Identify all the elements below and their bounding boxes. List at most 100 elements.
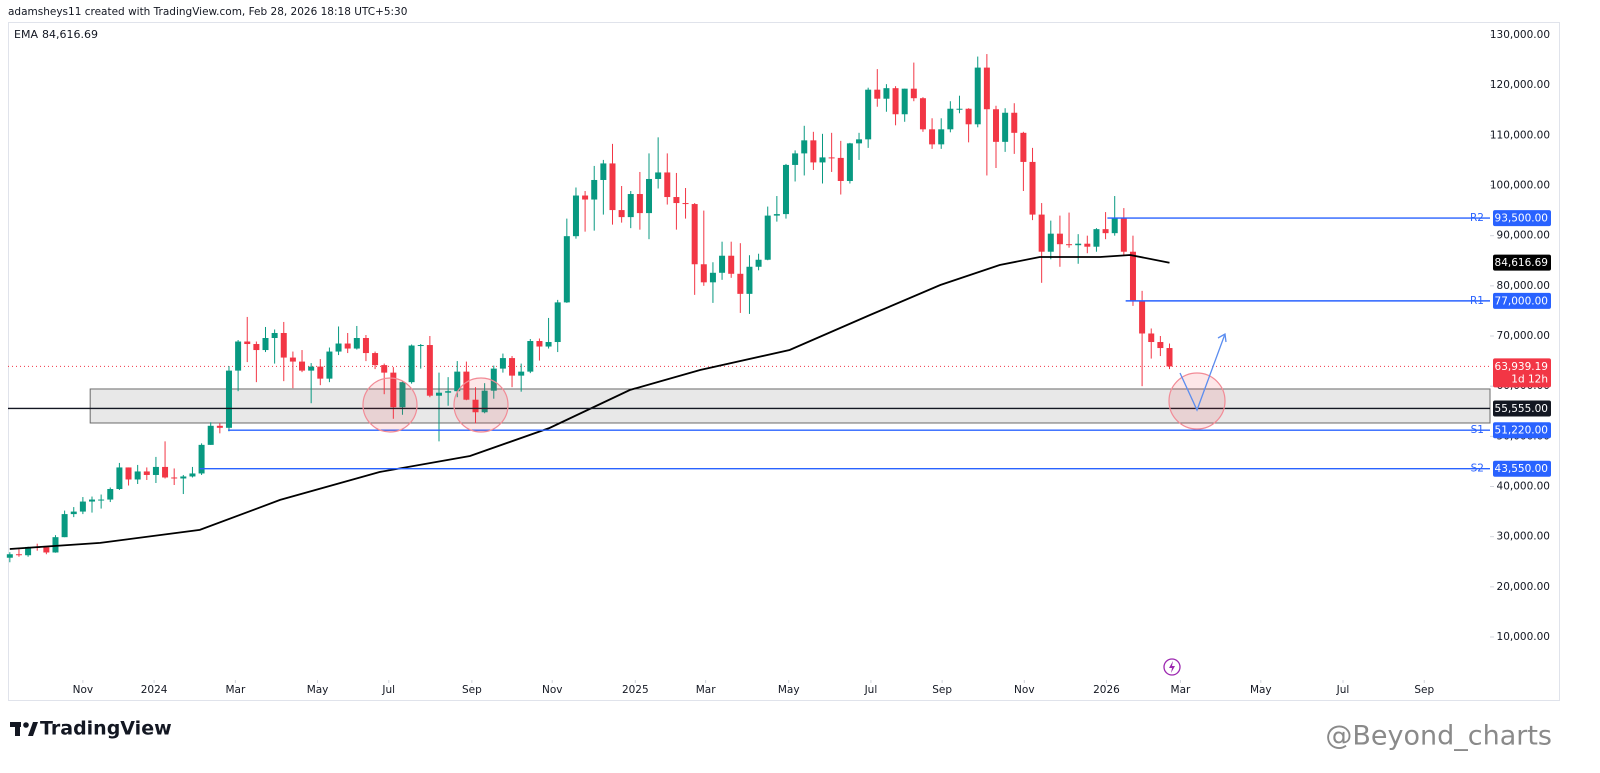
candle bbox=[618, 185, 625, 223]
candle-body bbox=[636, 194, 643, 214]
candle-body bbox=[819, 157, 826, 163]
x-tick-label: Sep bbox=[462, 684, 482, 696]
candle bbox=[116, 462, 123, 491]
annotations bbox=[362, 332, 1227, 676]
candle bbox=[563, 218, 570, 303]
candle bbox=[865, 87, 872, 148]
candle bbox=[929, 118, 936, 149]
candle-body bbox=[445, 391, 452, 393]
candle bbox=[1120, 208, 1127, 256]
candle bbox=[1148, 328, 1155, 359]
candle-body bbox=[52, 537, 59, 553]
candle bbox=[709, 262, 716, 303]
candle-body bbox=[609, 163, 616, 211]
candle bbox=[582, 191, 589, 232]
candle bbox=[627, 191, 634, 229]
event-icon-bolt bbox=[1169, 661, 1175, 673]
candle-body bbox=[764, 215, 771, 260]
x-tick-label: Sep bbox=[1414, 684, 1434, 696]
candle bbox=[353, 325, 360, 350]
candle bbox=[98, 494, 105, 509]
candle-body bbox=[171, 477, 178, 479]
candle-body bbox=[253, 344, 260, 351]
candle-body bbox=[509, 358, 516, 376]
candle-body bbox=[1093, 229, 1100, 247]
candle-body bbox=[828, 157, 835, 159]
level-label-box bbox=[1493, 460, 1551, 477]
candle-body bbox=[25, 546, 32, 556]
candle-body bbox=[1129, 251, 1136, 301]
candle-body bbox=[682, 203, 689, 205]
candle-body bbox=[755, 259, 762, 267]
candle-body bbox=[299, 361, 306, 371]
candle-body bbox=[79, 501, 86, 512]
candle bbox=[125, 467, 132, 486]
last-price-box bbox=[1493, 358, 1551, 388]
candle bbox=[1111, 196, 1118, 236]
candle-body bbox=[308, 366, 315, 371]
candle bbox=[445, 377, 452, 406]
candle-body bbox=[993, 109, 999, 142]
candle-body bbox=[655, 172, 662, 179]
candle-body bbox=[317, 366, 324, 379]
y-tick-label: 40,000.00 bbox=[1497, 481, 1550, 493]
candle-body bbox=[280, 332, 287, 358]
candle bbox=[883, 84, 890, 112]
x-tick-label: 2025 bbox=[622, 684, 649, 696]
candle bbox=[1139, 290, 1146, 387]
candle bbox=[773, 196, 780, 222]
x-tick-label: Sep bbox=[932, 684, 952, 696]
level-label: 77,000.00 bbox=[1495, 295, 1548, 307]
candle bbox=[1093, 228, 1100, 252]
candle bbox=[134, 464, 141, 484]
candle bbox=[253, 341, 260, 383]
y-tick-label: 90,000.00 bbox=[1497, 230, 1550, 242]
candle bbox=[846, 142, 853, 184]
candle bbox=[271, 329, 278, 364]
candle bbox=[901, 88, 908, 122]
candle-body bbox=[15, 554, 22, 556]
candle bbox=[682, 188, 689, 219]
candle bbox=[344, 332, 351, 354]
x-tick-label: Jul bbox=[1336, 684, 1350, 696]
level-name: S1 bbox=[1471, 424, 1484, 436]
candle bbox=[527, 339, 534, 374]
y-tick-label: 110,000.00 bbox=[1490, 129, 1550, 141]
level-label-box bbox=[1493, 292, 1551, 309]
candle bbox=[1047, 220, 1054, 260]
candle-body bbox=[974, 67, 981, 125]
candle-body bbox=[719, 255, 726, 273]
highlight-circle bbox=[362, 377, 418, 433]
candle bbox=[1157, 335, 1164, 357]
chart-frame bbox=[8, 22, 1560, 701]
candle-body bbox=[134, 471, 141, 480]
candle-body bbox=[1002, 112, 1009, 142]
candle-body bbox=[664, 172, 671, 198]
candle bbox=[801, 125, 808, 176]
candle bbox=[719, 241, 726, 280]
candle-body bbox=[618, 210, 625, 218]
candle-body bbox=[6, 554, 13, 558]
candle bbox=[207, 422, 214, 445]
candle bbox=[289, 351, 296, 389]
candle-body bbox=[326, 351, 333, 379]
candle-body bbox=[225, 370, 232, 428]
candle bbox=[755, 253, 762, 271]
candle-body bbox=[335, 343, 342, 352]
level-name: R1 bbox=[1470, 295, 1484, 307]
candle-body bbox=[865, 89, 872, 140]
candle-body bbox=[1157, 342, 1164, 349]
candle bbox=[737, 243, 744, 313]
candle-body bbox=[70, 511, 77, 515]
candle bbox=[874, 69, 881, 107]
candle bbox=[490, 365, 497, 399]
x-tick-label: Mar bbox=[696, 684, 716, 696]
candle-body bbox=[143, 471, 150, 475]
candle-body bbox=[782, 164, 789, 215]
candle bbox=[52, 535, 59, 553]
y-tick-label: 80,000.00 bbox=[1497, 280, 1550, 292]
candle bbox=[1029, 147, 1036, 221]
candle-body bbox=[837, 157, 844, 181]
candle bbox=[828, 132, 835, 172]
level-label-box bbox=[1493, 210, 1551, 227]
